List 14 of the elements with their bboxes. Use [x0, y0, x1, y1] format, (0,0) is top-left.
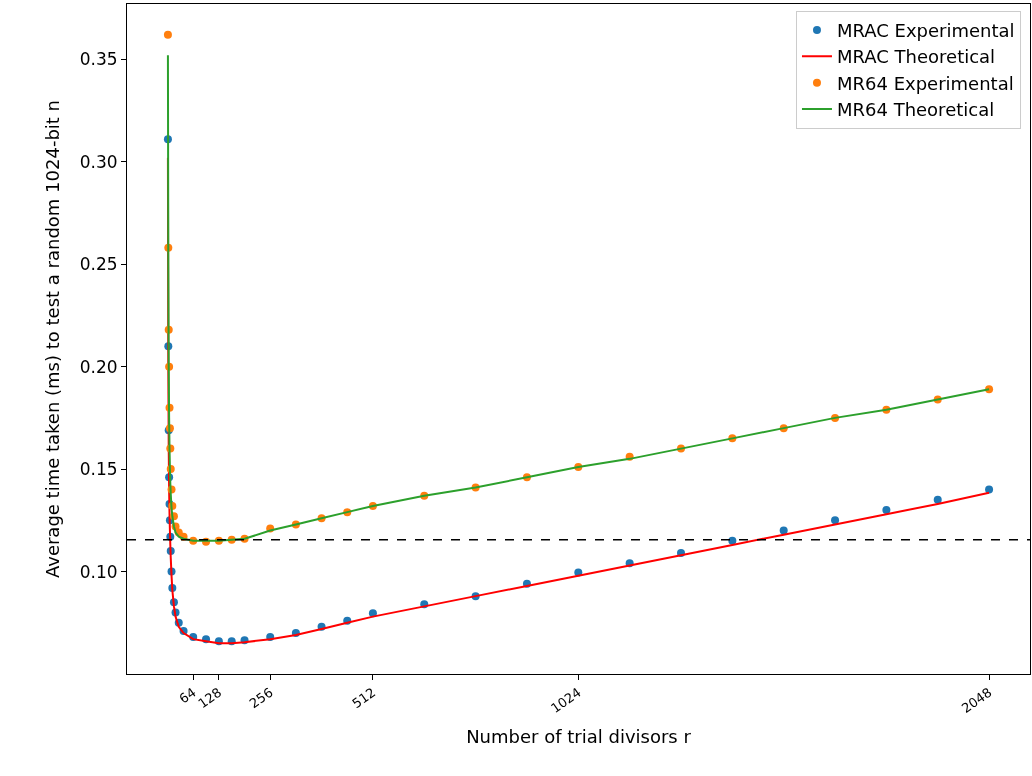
legend-label: MR64 Theoretical [836, 99, 995, 121]
x-tick-label: 512 [349, 684, 379, 712]
y-tick-label: 0.20 [79, 356, 118, 377]
x-axis-title: Number of trial divisors r [466, 725, 692, 747]
y-axis-title: Average time taken (ms) to test a random 1024-bit n [41, 99, 63, 579]
y-tick-label: 0.15 [79, 459, 118, 480]
y-tick-label: 0.25 [79, 254, 118, 275]
y-tick-label: 0.30 [79, 151, 118, 172]
y-tick-label: 0.10 [79, 561, 118, 582]
y-tick-label: 0.35 [79, 49, 118, 70]
legend-label: MR64 Experimental [836, 72, 1014, 94]
legend-label: MRAC Theoretical [836, 46, 996, 68]
legend-label: MRAC Experimental [836, 19, 1015, 41]
x-tick-label: 256 [246, 684, 276, 712]
